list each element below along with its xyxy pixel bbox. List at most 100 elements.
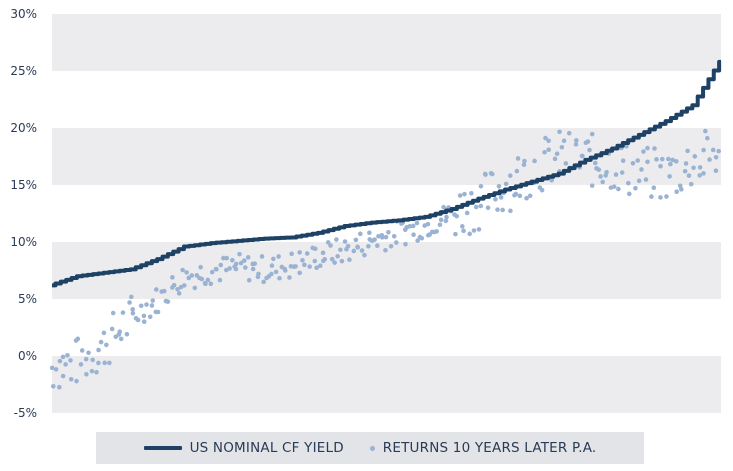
returns-point [414,220,420,226]
returns-point [90,357,96,363]
returns-point [489,171,495,177]
returns-point [271,256,276,262]
y-tick-label: -5% [14,406,37,420]
returns-point [649,194,654,199]
returns-point [149,303,155,308]
returns-point [184,270,189,275]
returns-point [375,243,380,249]
returns-point [75,336,81,342]
returns-point [589,131,595,137]
returns-point [175,286,180,292]
returns-point [269,271,274,277]
returns-point [651,185,657,191]
legend-item-returns: RETURNS 10 YEARS LATER P.A. [369,440,597,456]
y-tick-label: 5% [18,292,37,306]
returns-point [604,169,609,175]
returns-point [542,149,547,155]
returns-point [635,158,641,163]
returns-point [282,268,288,273]
returns-point [596,167,602,172]
returns-point [701,147,706,153]
returns-point [383,247,388,253]
y-axis-ticks: -5% 0% 5% 10% 15% 20% 25% 30% [10,7,37,420]
returns-point [74,378,79,384]
returns-scatter [49,128,721,390]
returns-point [495,207,500,212]
returns-point [514,168,520,174]
returns-point [643,177,649,182]
grid-band [52,71,721,128]
returns-point [367,230,372,235]
returns-point [289,251,294,257]
returns-point [335,253,340,259]
returns-point [600,179,605,185]
returns-point [57,384,62,390]
returns-point [710,147,716,153]
returns-point [713,168,719,174]
returns-point [233,261,239,267]
returns-point [658,163,663,169]
returns-point [165,299,171,304]
returns-point [147,314,153,320]
returns-point [124,331,130,337]
returns-point [627,191,632,197]
returns-point [425,221,431,227]
returns-point [598,174,603,179]
y-tick-label: 25% [10,64,37,78]
returns-point [217,277,223,283]
returns-point [411,232,416,238]
returns-point [304,251,310,256]
returns-point [96,347,101,353]
returns-point [630,160,636,166]
returns-point [297,270,303,276]
returns-point [171,282,177,288]
returns-point [641,149,646,154]
returns-point [670,157,675,163]
returns-point [302,262,307,268]
returns-point [483,172,488,177]
returns-point [592,160,598,166]
returns-point [273,269,279,275]
returns-point [515,156,521,161]
returns-point [589,183,595,188]
returns-point [668,161,673,167]
returns-point [666,156,671,162]
returns-point [332,260,337,265]
grid-band [52,356,721,413]
returns-point [407,223,413,229]
returns-point [645,159,650,165]
returns-point [464,210,470,216]
returns-point [293,264,298,269]
returns-point [546,138,551,144]
returns-point [673,159,679,164]
returns-point [259,254,265,259]
returns-point [686,173,692,178]
returns-point [68,358,73,363]
returns-point [209,269,215,275]
returns-point [65,352,70,358]
returns-point [527,193,533,199]
returns-point [437,222,443,228]
legend-line-swatch [143,446,182,450]
returns-point [314,265,319,271]
returns-point [652,146,657,151]
returns-point [233,266,239,272]
returns-point [300,257,305,263]
returns-point [453,231,458,237]
returns-point [170,275,175,280]
returns-point [388,243,394,249]
returns-point [79,348,85,353]
returns-point [57,358,63,364]
returns-point [654,157,659,162]
returns-point [469,191,474,196]
returns-point [353,237,359,243]
returns-point [679,187,684,192]
returns-point [543,135,548,141]
returns-point [552,156,558,162]
returns-point [347,257,352,262]
returns-point [546,147,551,152]
returns-point [522,158,527,164]
returns-point [639,167,644,172]
returns-point [180,267,185,273]
returns-point [513,191,519,197]
